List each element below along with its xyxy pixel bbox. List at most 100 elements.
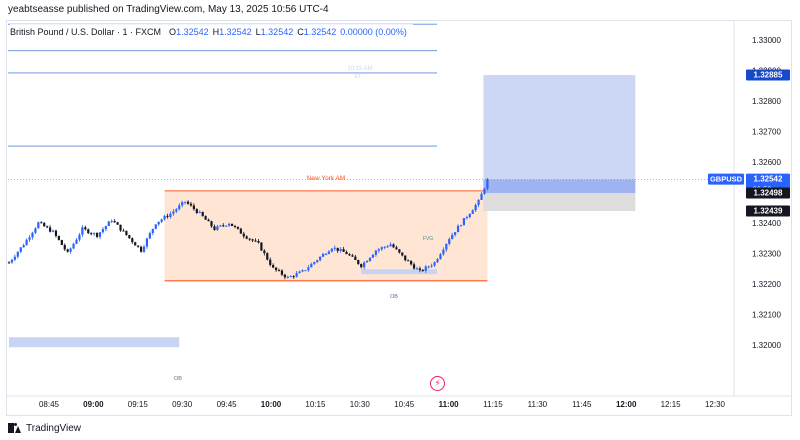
candle-body: [351, 255, 354, 257]
candle-body: [189, 203, 193, 206]
zones-layer: OB OB FVG: [9, 75, 636, 382]
candle-body: [377, 249, 380, 251]
candle-body: [386, 246, 389, 248]
candle-body: [93, 232, 96, 234]
candle-body: [245, 236, 248, 239]
candle-body: [90, 233, 93, 235]
candle-body: [409, 261, 413, 265]
candle-body: [269, 259, 272, 265]
candle-body: [254, 240, 257, 242]
candle-body: [360, 264, 363, 268]
candle-body: [286, 276, 289, 278]
candle-body: [51, 230, 55, 232]
candle-body: [34, 228, 37, 233]
symbol-info-bar[interactable]: British Pound / U.S. Dollar · 1 · FXCM O…: [10, 24, 413, 40]
candle-body: [125, 230, 128, 236]
close-label: C: [297, 27, 304, 37]
candle-body: [242, 233, 245, 237]
x-tick-label: 09:15: [128, 400, 149, 409]
candle-body: [84, 227, 87, 230]
candle-body: [75, 239, 78, 244]
candle-body: [195, 209, 198, 213]
candle-body: [204, 216, 207, 220]
candle-body: [298, 271, 301, 274]
symbol-title[interactable]: British Pound / U.S. Dollar · 1 · FXCM: [10, 27, 162, 37]
y-tick-label: 1.32400: [752, 219, 781, 228]
candle-body: [222, 225, 225, 227]
candle-body: [313, 262, 316, 264]
candle-body: [145, 238, 149, 247]
candle-body: [324, 253, 328, 255]
fvg-label: FVG: [423, 236, 433, 242]
candle-body: [43, 222, 46, 227]
candle-body: [398, 249, 401, 253]
lightning-icon[interactable]: ⚡: [430, 376, 445, 391]
candle-body: [160, 219, 163, 222]
candle-body: [462, 218, 466, 226]
x-tick-label: 09:45: [217, 400, 238, 409]
candle-body: [439, 254, 442, 260]
y-tick-label: 1.32600: [752, 158, 781, 167]
candle-body: [69, 248, 72, 252]
candle-body: [186, 201, 190, 204]
candle-body: [10, 259, 14, 263]
candle-body: [474, 204, 477, 211]
candle-body: [389, 244, 392, 247]
candle-body: [401, 252, 404, 256]
candle-body: [192, 205, 196, 210]
candle-body: [368, 257, 372, 261]
candle-body: [175, 209, 178, 212]
candle-body: [78, 234, 81, 240]
candle-body: [236, 226, 240, 229]
y-tick-label: 1.32000: [752, 341, 781, 350]
candle-body: [81, 227, 84, 235]
entry-price-badge-bg: [746, 187, 790, 199]
candle-body: [166, 215, 169, 217]
change-value: 0.00000 (0.00%): [340, 27, 407, 37]
candle-body: [40, 222, 43, 224]
candle-body: [404, 255, 407, 261]
candle-body: [319, 256, 322, 261]
x-tick-label: 11:30: [528, 400, 548, 409]
candle-body: [248, 238, 251, 240]
candle-body: [307, 267, 310, 271]
x-tick-label: 12:00: [616, 400, 637, 409]
x-tick-label: 10:00: [261, 400, 282, 409]
candle-body: [101, 229, 105, 233]
candle-body: [181, 202, 184, 206]
x-tick-label: 11:00: [439, 400, 460, 409]
faded-small-label: ET: [355, 74, 361, 80]
candle-body: [292, 276, 295, 278]
candle-body: [301, 270, 304, 272]
candle-body: [128, 235, 131, 239]
target-price-badge-bg: [746, 69, 790, 81]
candle-body: [207, 219, 210, 222]
session-box: [164, 190, 488, 281]
candle-body: [48, 227, 52, 232]
candles-layer: [7, 177, 489, 280]
candle-body: [442, 249, 445, 255]
candle-body: [277, 270, 281, 272]
chart-frame[interactable]: [6, 20, 792, 416]
close-value: 1.32542: [303, 27, 337, 37]
candle-body: [436, 259, 439, 263]
brand-name: TradingView: [26, 422, 82, 434]
candle-body: [477, 199, 480, 205]
last-price-badge: 1.32542: [754, 175, 783, 184]
candle-body: [104, 226, 107, 230]
candle-body: [172, 211, 175, 214]
publisher-caption: yeabtseasse published on TradingView.com…: [8, 4, 329, 15]
candle-body: [198, 211, 201, 213]
candle-body: [13, 256, 16, 260]
candle-body: [148, 233, 151, 239]
candle-body: [131, 238, 134, 243]
candle-body: [110, 221, 113, 223]
candle-body: [260, 242, 263, 251]
footer-brand[interactable]: TradingView: [8, 420, 81, 436]
candle-body: [459, 225, 463, 227]
candle-body: [7, 262, 11, 264]
candle-body: [225, 225, 228, 227]
session-label: New York AM: [307, 175, 346, 182]
